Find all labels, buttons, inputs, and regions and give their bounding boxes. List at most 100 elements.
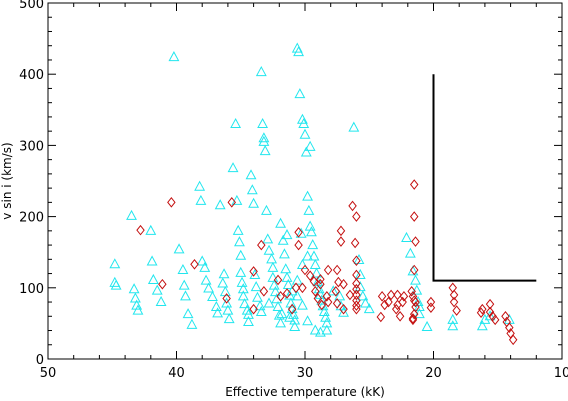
triangle-point xyxy=(421,320,433,331)
triangle-point xyxy=(291,42,303,53)
diamond-point xyxy=(227,197,236,208)
diamond-point xyxy=(316,278,325,290)
diamond-point xyxy=(352,300,361,311)
diamond-point xyxy=(158,278,167,290)
diamond-point xyxy=(294,226,303,238)
triangle-point xyxy=(309,324,321,335)
triangle-point xyxy=(282,278,294,289)
diamond-point xyxy=(393,299,402,311)
diamond-point xyxy=(305,270,315,281)
triangle-point xyxy=(308,250,320,261)
diamond-point xyxy=(249,266,258,277)
triangle-point xyxy=(218,268,230,279)
diamond-point xyxy=(409,179,419,190)
triangle-point xyxy=(255,66,267,77)
triangle-point xyxy=(305,226,317,237)
triangle-point xyxy=(314,326,326,337)
triangle-point xyxy=(267,271,279,282)
diamond-point xyxy=(291,282,301,294)
triangle-point xyxy=(168,51,180,62)
diamond-point xyxy=(300,264,310,276)
triangle-point xyxy=(239,298,251,309)
triangle-point xyxy=(246,184,258,195)
triangle-point xyxy=(263,244,275,255)
triangle-point xyxy=(327,285,339,296)
diamond-point xyxy=(167,197,176,208)
triangle-point xyxy=(447,313,459,324)
triangle-point xyxy=(222,304,234,315)
triangle-point xyxy=(131,299,143,310)
triangle-point xyxy=(302,315,314,326)
triangle-point xyxy=(237,283,249,294)
diamond-point xyxy=(408,314,418,326)
diamond-point xyxy=(449,289,459,301)
diamond-point xyxy=(398,296,407,308)
diamond-point xyxy=(426,302,436,314)
triangle-point xyxy=(235,266,247,277)
triangle-point xyxy=(129,292,141,303)
triangle-point xyxy=(250,281,262,292)
diamond-point xyxy=(257,239,266,251)
triangle-point xyxy=(212,307,224,318)
triangle-point xyxy=(263,297,275,308)
triangle-point xyxy=(338,306,349,317)
triangle-point xyxy=(303,204,315,215)
diamond-point xyxy=(352,278,361,289)
diamond-point xyxy=(508,334,518,346)
y-tick-label: 400 xyxy=(19,68,44,83)
triangle-point xyxy=(293,46,305,57)
diamond-point xyxy=(449,296,459,308)
triangle-point xyxy=(227,162,239,173)
triangle-point xyxy=(321,324,333,335)
triangle-point xyxy=(401,231,412,242)
diamond-point xyxy=(352,289,361,301)
diamond-point xyxy=(331,286,341,297)
diamond-point xyxy=(409,211,419,222)
triangle-point xyxy=(354,268,366,279)
diamond-point xyxy=(294,239,303,251)
triangle-point xyxy=(296,113,308,124)
triangle-point xyxy=(348,121,360,132)
diamond-point xyxy=(339,303,348,315)
diamond-point xyxy=(377,291,387,302)
triangle-point xyxy=(279,248,290,259)
x-tick-label: 50 xyxy=(40,366,57,381)
triangle-point xyxy=(447,320,459,331)
diamond-point xyxy=(407,286,416,297)
diamond-point xyxy=(136,224,145,236)
triangle-point xyxy=(289,320,301,331)
triangle-point xyxy=(267,261,279,272)
diamond-point xyxy=(505,322,514,333)
triangle-point xyxy=(128,283,140,294)
triangle-point xyxy=(180,290,191,301)
diamond-point xyxy=(336,236,346,247)
diamond-point xyxy=(409,264,419,276)
diamond-point xyxy=(316,273,325,285)
triangle-point xyxy=(146,255,158,266)
diamond-point xyxy=(336,225,346,237)
y-tick-label: 0 xyxy=(36,353,44,368)
diamond-point xyxy=(348,200,357,212)
triangle-point xyxy=(280,263,292,274)
diamond-point xyxy=(478,303,487,315)
x-tick-label: 40 xyxy=(168,366,185,381)
triangle-point xyxy=(273,309,285,320)
diamond-point xyxy=(501,310,510,322)
triangle-point xyxy=(353,253,365,265)
triangle-point xyxy=(241,304,253,315)
diamond-point xyxy=(376,311,386,323)
diamond-point xyxy=(332,298,342,309)
triangle-point xyxy=(404,247,416,258)
x-tick-label: 10 xyxy=(554,366,568,381)
triangle-point xyxy=(296,299,308,310)
triangle-point xyxy=(110,279,122,290)
triangle-point xyxy=(147,273,159,284)
diamond-point xyxy=(282,288,292,299)
triangle-point xyxy=(214,199,226,210)
triangle-point xyxy=(126,209,137,220)
triangle-point xyxy=(359,297,371,308)
diamond-point xyxy=(452,305,461,316)
x-tick-label: 20 xyxy=(425,366,442,381)
triangle-point xyxy=(299,128,311,139)
diamond-point xyxy=(249,303,258,315)
